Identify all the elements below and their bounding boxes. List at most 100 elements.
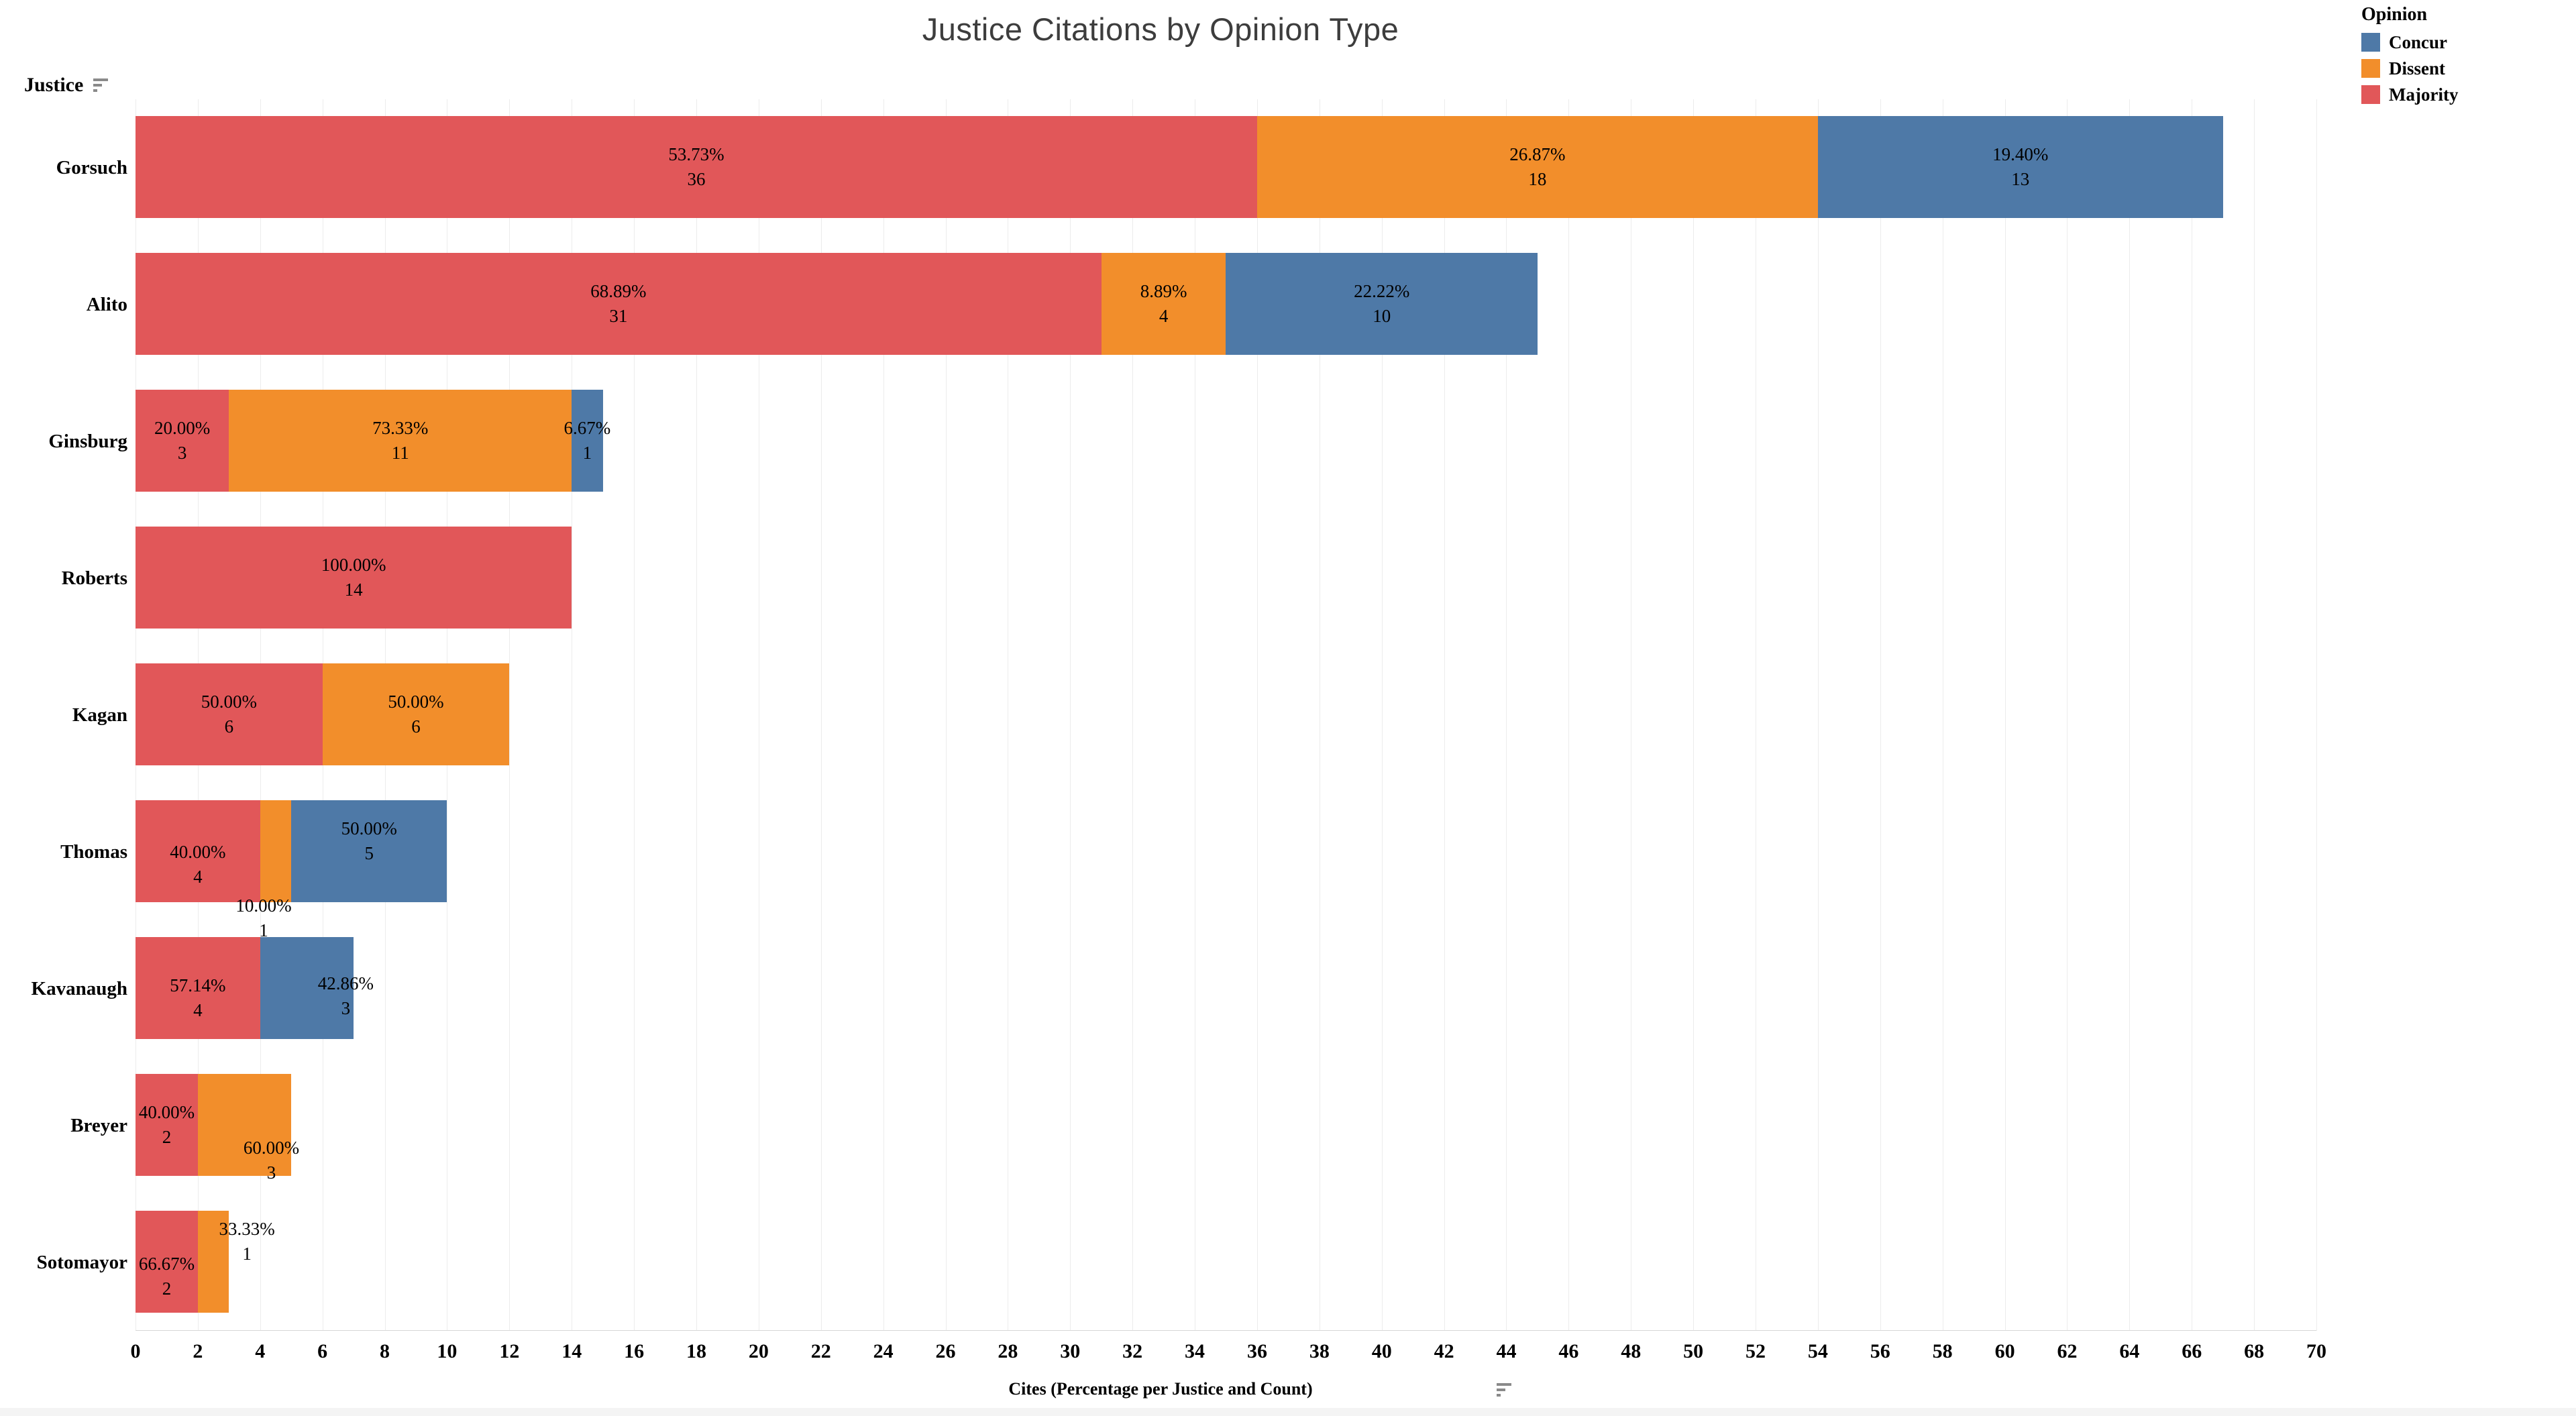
bar-row-sotomayor: 66.67% 2 33.33% 1 [136, 1211, 2316, 1313]
gridline [1506, 99, 1507, 1331]
bar-segment-concur[interactable]: 42.86% 3 [260, 937, 374, 1039]
row-header: Justice [24, 74, 110, 97]
legend-label: Dissent [2389, 58, 2446, 78]
segment-label: 60.00% 3 [244, 1136, 299, 1185]
segment-count: 36 [687, 169, 706, 189]
segment-count: 31 [609, 306, 628, 326]
segment-label: 40.00% 2 [139, 1100, 195, 1150]
y-axis-label-gorsuch[interactable]: Gorsuch [56, 156, 127, 178]
segment-count: 13 [2011, 169, 2030, 189]
bar-segment-majority[interactable]: 57.14% 4 [136, 937, 260, 1039]
legend-label: Concur [2389, 32, 2447, 52]
x-tick-label: 16 [624, 1340, 645, 1362]
segment-label: 53.73% 36 [668, 142, 724, 192]
x-tick-label: 42 [1434, 1340, 1454, 1362]
x-tick-label: 36 [1246, 1340, 1267, 1362]
y-axis-label-thomas[interactable]: Thomas [60, 840, 127, 863]
bar-segment-majority[interactable]: 50.00% 6 [136, 663, 323, 765]
segment-count: 3 [177, 443, 187, 463]
y-axis-label-alito[interactable]: Alito [86, 293, 127, 315]
segment-percent: 8.89% [1140, 281, 1187, 301]
gridline [509, 99, 511, 1331]
bar-row-gorsuch: 53.73% 36 26.87% 18 19.40% 13 [136, 116, 2316, 218]
x-tick-label: 40 [1371, 1340, 1392, 1362]
y-axis-label-roberts[interactable]: Roberts [61, 567, 127, 589]
bottom-scrollbar-track [0, 1408, 2576, 1416]
bar-segment-dissent[interactable]: 60.00% 3 [197, 1074, 299, 1183]
bar-segment-majority[interactable]: 66.67% 2 [136, 1211, 198, 1313]
gridline [1381, 99, 1383, 1331]
y-axis-labels: Gorsuch Alito Ginsburg Roberts Kagan Thomas Ka… [0, 99, 127, 1331]
legend-label: Majority [2389, 85, 2459, 105]
sort-descending-icon[interactable] [93, 77, 110, 93]
bar-segment-concur[interactable]: 19.40% 13 [1817, 116, 2223, 218]
bar-row-kavanaugh: 57.14% 4 42.86% 3 [136, 937, 2316, 1039]
segment-count: 4 [193, 1000, 203, 1020]
bar-segment-majority[interactable]: 40.00% 2 [136, 1074, 198, 1176]
segment-percent: 73.33% [372, 418, 429, 438]
gridline [2129, 99, 2131, 1331]
bar-segment-dissent[interactable]: 10.00% 1 [235, 800, 292, 940]
segment-count: 11 [391, 443, 409, 463]
segment-percent: 33.33% [219, 1219, 275, 1239]
sort-descending-icon[interactable] [1496, 1382, 1513, 1398]
x-tick-label: 34 [1185, 1340, 1205, 1362]
y-axis-label-sotomayor[interactable]: Sotomayor [36, 1251, 127, 1273]
bar-segment-concur[interactable]: 50.00% 5 [291, 800, 447, 902]
bar-row-kagan: 50.00% 6 50.00% 6 [136, 663, 2316, 765]
gridline [1880, 99, 1881, 1331]
gridline [883, 99, 884, 1331]
bar-segment-majority[interactable]: 68.89% 31 [136, 253, 1102, 355]
gridline [1693, 99, 1695, 1331]
x-tick-label: 30 [1060, 1340, 1081, 1362]
segment-percent: 68.89% [590, 281, 647, 301]
segment-label: 50.00% 5 [341, 816, 397, 866]
segment-label: 66.67% 2 [139, 1252, 195, 1301]
segment-count: 14 [344, 580, 363, 600]
bar-segment-concur[interactable]: 6.67% 1 [564, 390, 610, 492]
segment-percent: 19.40% [1992, 144, 2049, 164]
bar-segment-dissent[interactable]: 8.89% 4 [1101, 253, 1226, 355]
x-tick-label: 62 [2057, 1340, 2078, 1362]
legend-item-concur[interactable]: Concur [2361, 33, 2458, 52]
bar-segment-concur[interactable]: 22.22% 10 [1226, 253, 1538, 355]
bar-segment-dissent[interactable]: 73.33% 11 [229, 390, 572, 492]
x-tick-label: 26 [935, 1340, 956, 1362]
bar-segment-majority[interactable]: 53.73% 36 [136, 116, 1257, 218]
segment-count: 2 [162, 1127, 172, 1147]
segment-percent: 57.14% [170, 975, 226, 995]
segment-label: 19.40% 13 [1992, 142, 2048, 192]
x-tick-label: 14 [561, 1340, 582, 1362]
bar-row-alito: 68.89% 31 8.89% 4 22.22% 10 [136, 253, 2316, 355]
gridline [1817, 99, 1819, 1331]
bar-segment-majority[interactable]: 20.00% 3 [136, 390, 229, 492]
x-tick-label: 64 [2119, 1340, 2140, 1362]
x-tick-label: 48 [1621, 1340, 1642, 1362]
segment-label: 20.00% 3 [154, 416, 210, 466]
bar-segment-dissent[interactable]: 33.33% 1 [197, 1211, 275, 1313]
bar-segment-dissent[interactable]: 26.87% 18 [1256, 116, 1818, 218]
segment-count: 5 [364, 843, 374, 863]
gridline [696, 99, 697, 1331]
bar-row-roberts: 100.00% 14 [136, 527, 2316, 629]
x-tick-label: 18 [686, 1340, 706, 1362]
segment-percent: 53.73% [668, 144, 724, 164]
chart-title: Justice Citations by Opinion Type [922, 11, 1399, 47]
bar-segment-majority[interactable]: 40.00% 4 [136, 800, 260, 902]
gridline [2004, 99, 2006, 1331]
x-tick-label: 8 [380, 1340, 390, 1362]
legend-title: Opinion [2361, 4, 2428, 25]
legend-item-majority[interactable]: Majority [2361, 85, 2458, 104]
x-tick-label: 22 [810, 1340, 831, 1362]
y-axis-label-kagan[interactable]: Kagan [72, 704, 127, 726]
bar-segment-dissent[interactable]: 50.00% 6 [322, 663, 510, 765]
x-tick-label: 38 [1309, 1340, 1330, 1362]
legend-item-dissent[interactable]: Dissent [2361, 59, 2458, 78]
y-axis-label-ginsburg[interactable]: Ginsburg [48, 430, 127, 452]
y-axis-label-kavanaugh[interactable]: Kavanaugh [31, 977, 127, 999]
y-axis-label-breyer[interactable]: Breyer [70, 1114, 127, 1136]
segment-label: 73.33% 11 [372, 416, 428, 466]
bar-segment-majority[interactable]: 100.00% 14 [136, 527, 572, 629]
legend-swatch-concur [2361, 33, 2380, 52]
